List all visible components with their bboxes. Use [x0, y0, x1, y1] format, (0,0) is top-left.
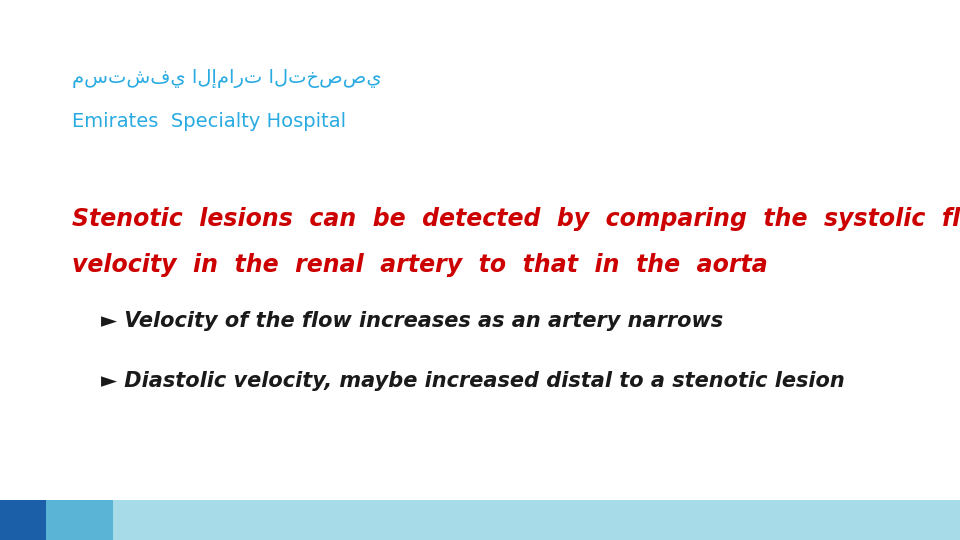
- Bar: [113, 500, 960, 540]
- Text: ► Diastolic velocity, maybe increased distal to a stenotic lesion: ► Diastolic velocity, maybe increased di…: [101, 370, 845, 391]
- Text: مستشفي الإمارت التخصصي: مستشفي الإمارت التخصصي: [72, 69, 382, 88]
- Text: ► Velocity of the flow increases as an artery narrows: ► Velocity of the flow increases as an a…: [101, 311, 723, 332]
- Bar: [46, 500, 113, 540]
- Text: Stenotic  lesions  can  be  detected  by  comparing  the  systolic  flow: Stenotic lesions can be detected by comp…: [72, 207, 960, 231]
- Text: Emirates  Specialty Hospital: Emirates Specialty Hospital: [72, 112, 347, 131]
- Bar: [0, 500, 46, 540]
- Text: velocity  in  the  renal  artery  to  that  in  the  aorta: velocity in the renal artery to that in …: [72, 253, 768, 276]
